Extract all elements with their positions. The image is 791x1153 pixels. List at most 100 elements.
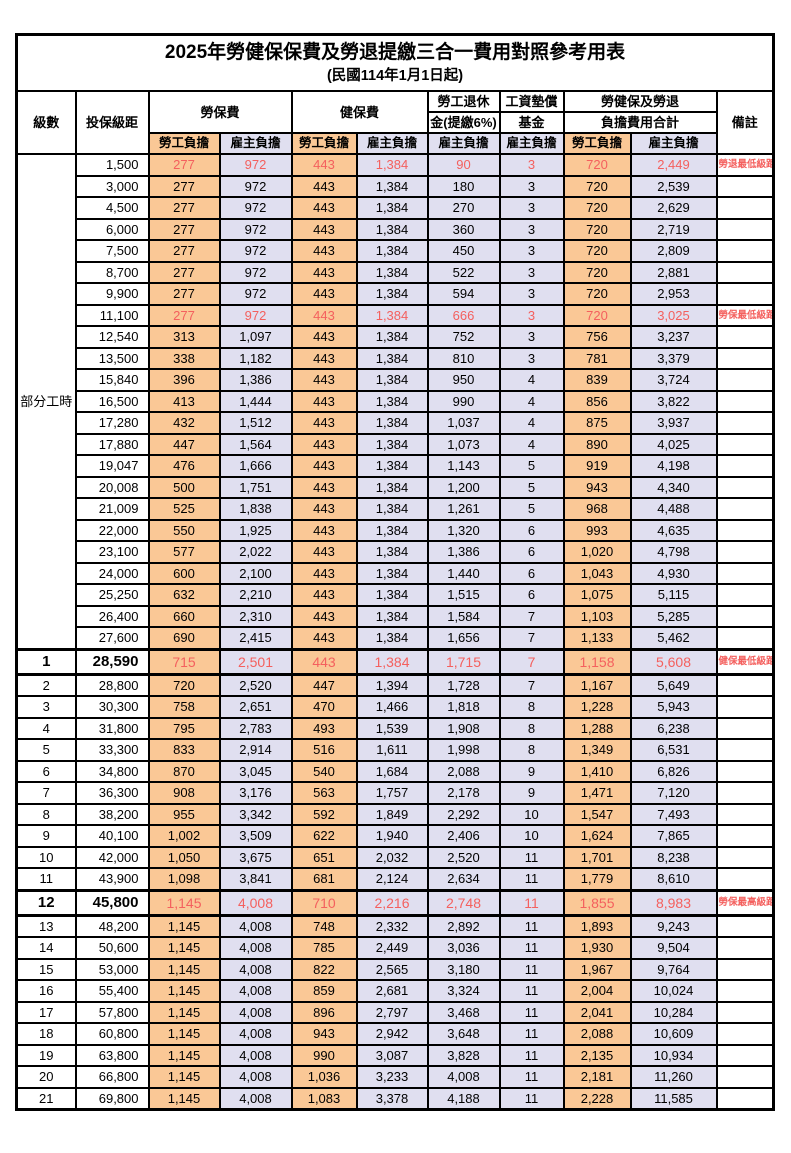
- cell-labor-fee-employee: 447: [147, 432, 221, 456]
- cell-total-employer: 6,826: [629, 759, 718, 783]
- cell-total-employer: 3,822: [629, 389, 718, 413]
- header-total-line2: 負擔費用合計: [562, 111, 718, 134]
- cell-level: 15: [15, 957, 77, 981]
- cell-wage-fund-employer: 7: [498, 673, 565, 697]
- table-row: 11,100 277 972 443 1,384 666 3 720 3,025 勞保最低級距: [17, 303, 775, 327]
- cell-health-fee-employer: 1,384: [355, 411, 429, 435]
- cell-health-fee-employee: 443: [290, 411, 358, 435]
- cell-labor-fee-employee: 833: [147, 738, 221, 762]
- title-row: 2025年勞健保保費及勞退提繳三合一費用對照參考用表 (民國114年1月1日起): [15, 33, 775, 92]
- cell-level: 14: [15, 936, 77, 960]
- cell-health-fee-employee: 443: [290, 174, 358, 198]
- cell-wage-fund-employer: 3: [498, 282, 565, 306]
- cell-pension-employer: 1,440: [426, 561, 501, 585]
- table-row: 27,600 690 2,415 443 1,384 1,656 7 1,133 5,462: [17, 626, 775, 650]
- cell-wage-fund-employer: 4: [498, 432, 565, 456]
- cell-pension-employer: 180: [426, 174, 501, 198]
- header-pension-line1: 勞工退休: [426, 90, 501, 113]
- cell-health-fee-employee: 443: [290, 626, 358, 650]
- cell-health-fee-employee: 443: [290, 153, 358, 177]
- cell-labor-fee-employer: 2,310: [218, 604, 293, 628]
- cell-health-fee-employer: 2,942: [355, 1022, 429, 1046]
- cell-labor-fee-employee: 660: [147, 604, 221, 628]
- cell-labor-fee-employer: 2,022: [218, 540, 293, 564]
- cell-total-employer: 2,449: [629, 153, 718, 177]
- header-row-groups2: 金(提繳6%) 基金 負擔費用合計: [17, 111, 774, 134]
- cell-wage-fund-employer: 7: [498, 604, 565, 628]
- cell-total-employer: 4,798: [629, 540, 718, 564]
- cell-remark: [715, 368, 775, 392]
- cell-total-employer: 9,764: [629, 957, 718, 981]
- cell-health-fee-employee: 443: [290, 239, 358, 263]
- table-row: 1 28,590 715 2,501 443 1,384 1,715 7 1,158 5,608 健…: [15, 647, 775, 676]
- cell-labor-fee-employee: 870: [147, 759, 221, 783]
- cell-pension-employer: 1,908: [426, 716, 501, 740]
- cell-remark: [715, 561, 775, 585]
- cell-health-fee-employer: 1,684: [355, 759, 429, 783]
- cell-wage-fund-employer: 3: [498, 196, 565, 220]
- cell-labor-fee-employer: 4,008: [218, 888, 293, 917]
- cell-total-employee: 1,167: [562, 673, 632, 697]
- cell-total-employer: 5,115: [629, 583, 718, 607]
- cell-remark: [715, 604, 775, 628]
- table-row: 20 66,800 1,145 4,008 1,036 3,233 4,008 11 2,181…: [15, 1065, 775, 1089]
- cell-wage-fund-employer: 6: [498, 561, 565, 585]
- cell-labor-fee-employer: 2,783: [218, 716, 293, 740]
- cell-total-employer: 7,493: [629, 802, 718, 826]
- cell-pension-employer: 950: [426, 368, 501, 392]
- cell-total-employer: 2,539: [629, 174, 718, 198]
- cell-wage-fund-employer: 3: [498, 174, 565, 198]
- cell-remark: [715, 1022, 775, 1046]
- cell-labor-fee-employer: 3,675: [218, 845, 293, 869]
- cell-labor-fee-employer: 972: [218, 196, 293, 220]
- cell-pension-employer: 2,892: [426, 914, 501, 938]
- cell-bracket: 12,540: [74, 325, 150, 349]
- cell-health-fee-employer: 3,378: [355, 1086, 429, 1111]
- cell-labor-fee-employer: 2,210: [218, 583, 293, 607]
- cell-bracket: 66,800: [74, 1065, 150, 1089]
- cell-bracket: 55,400: [74, 979, 150, 1003]
- cell-bracket: 38,200: [74, 802, 150, 826]
- cell-total-employee: 2,135: [562, 1043, 632, 1067]
- table-row: 3,000 277 972 443 1,384 180 3 720 2,539: [17, 174, 775, 198]
- cell-health-fee-employee: 443: [290, 497, 358, 521]
- cell-wage-fund-employer: 4: [498, 389, 565, 413]
- cell-labor-fee-employee: 1,145: [147, 888, 221, 917]
- cell-remark: [715, 196, 775, 220]
- cell-wage-fund-employer: 11: [498, 1022, 565, 1046]
- cell-labor-fee-employer: 972: [218, 217, 293, 241]
- table-row: 12,540 313 1,097 443 1,384 752 3 756 3,237: [17, 325, 775, 349]
- subheader-health-employer: 雇主負擔: [355, 132, 429, 155]
- table-row: 15,840 396 1,386 443 1,384 950 4 839 3,724: [17, 368, 775, 392]
- cell-total-employee: 1,967: [562, 957, 632, 981]
- cell-remark: [715, 174, 775, 198]
- cell-labor-fee-employer: 2,100: [218, 561, 293, 585]
- cell-labor-fee-employee: 277: [147, 153, 221, 177]
- cell-total-employer: 9,504: [629, 936, 718, 960]
- cell-total-employer: 8,983: [629, 888, 718, 917]
- cell-labor-fee-employee: 525: [147, 497, 221, 521]
- cell-wage-fund-employer: 11: [498, 867, 565, 891]
- cell-health-fee-employer: 1,384: [355, 260, 429, 284]
- cell-wage-fund-employer: 5: [498, 475, 565, 499]
- cell-pension-employer: 1,656: [426, 626, 501, 650]
- cell-total-employee: 720: [562, 282, 632, 306]
- cell-labor-fee-employee: 758: [147, 695, 221, 719]
- header-row-sub: 勞工負擔 雇主負擔 勞工負擔 雇主負擔 雇主負擔 雇主負擔 勞工負擔 雇主負擔: [17, 132, 774, 155]
- cell-labor-fee-employer: 972: [218, 174, 293, 198]
- cell-labor-fee-employer: 4,008: [218, 979, 293, 1003]
- cell-health-fee-employee: 592: [290, 802, 358, 826]
- cell-level: 1: [15, 647, 77, 676]
- table-row: 11 43,900 1,098 3,841 681 2,124 2,634 11 1,779 8,…: [15, 867, 775, 891]
- table-row: 13,500 338 1,182 443 1,384 810 3 781 3,379: [17, 346, 775, 370]
- cell-total-employer: 4,340: [629, 475, 718, 499]
- subheader-total-employee: 勞工負擔: [562, 132, 632, 155]
- cell-wage-fund-employer: 4: [498, 411, 565, 435]
- header-remark: 備註: [715, 90, 775, 155]
- cell-health-fee-employee: 443: [290, 647, 358, 676]
- cell-health-fee-employer: 1,384: [355, 497, 429, 521]
- cell-total-employee: 1,624: [562, 824, 632, 848]
- cell-pension-employer: 522: [426, 260, 501, 284]
- table-row: 4 31,800 795 2,783 493 1,539 1,908 8 1,288 6,238: [15, 716, 775, 740]
- cell-health-fee-employee: 443: [290, 217, 358, 241]
